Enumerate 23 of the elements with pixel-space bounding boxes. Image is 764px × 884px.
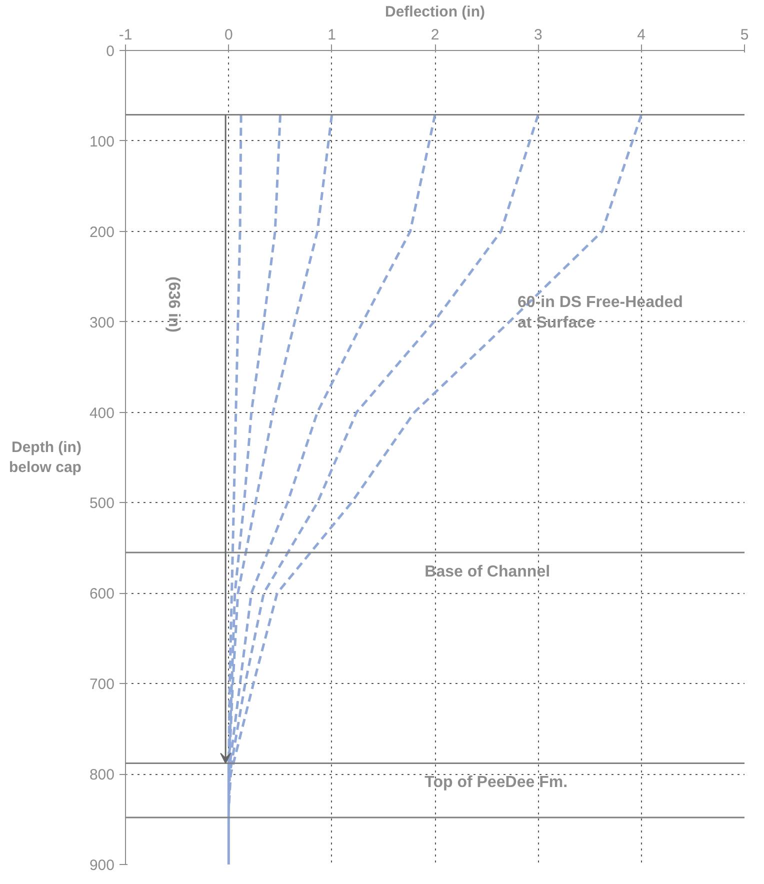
y-axis-title: Depth (in) below cap xyxy=(8,438,82,476)
x-axis-title: Deflection (in) xyxy=(385,4,486,20)
x-tick-label: 3 xyxy=(534,26,542,44)
x-tick-label: 0 xyxy=(224,26,233,44)
annotation: 60-in DS Free-Headed at Surface xyxy=(518,294,683,332)
y-tick-label: 600 xyxy=(89,586,115,603)
y-tick-label: 200 xyxy=(89,224,115,241)
x-tick-label: 1 xyxy=(328,26,336,44)
x-tick-label: 5 xyxy=(740,26,749,44)
y-tick-label: 100 xyxy=(89,133,115,150)
y-tick-label: 900 xyxy=(89,857,115,874)
y-tick-label: 800 xyxy=(89,766,115,784)
x-tick-label: 4 xyxy=(637,26,646,44)
y-tick-label: 400 xyxy=(89,404,115,422)
x-tick-label: -1 xyxy=(118,26,132,44)
y-tick-label: 0 xyxy=(106,43,114,60)
annotation: (636 in) xyxy=(165,276,182,333)
y-tick-label: 300 xyxy=(89,314,115,332)
y-tick-label: 500 xyxy=(89,495,115,512)
ref-line-label: Top of PeeDee Fm. xyxy=(424,774,568,792)
ref-line-label: Base of Channel xyxy=(424,563,550,580)
x-tick-label: 2 xyxy=(430,26,440,44)
y-tick-label: 700 xyxy=(89,676,115,694)
